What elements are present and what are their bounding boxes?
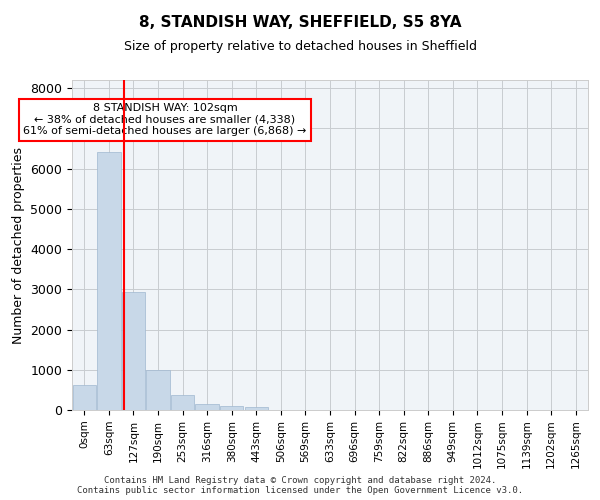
Text: 8 STANDISH WAY: 102sqm
← 38% of detached houses are smaller (4,338)
61% of semi-: 8 STANDISH WAY: 102sqm ← 38% of detached… xyxy=(23,103,307,136)
Bar xyxy=(146,370,170,410)
Bar xyxy=(73,385,96,410)
Text: Contains HM Land Registry data © Crown copyright and database right 2024.
Contai: Contains HM Land Registry data © Crown c… xyxy=(77,476,523,495)
Bar xyxy=(220,406,244,410)
Bar xyxy=(97,152,121,410)
X-axis label: Distribution of detached houses by size in Sheffield: Distribution of detached houses by size … xyxy=(169,480,491,492)
Text: 8, STANDISH WAY, SHEFFIELD, S5 8YA: 8, STANDISH WAY, SHEFFIELD, S5 8YA xyxy=(139,15,461,30)
Y-axis label: Number of detached properties: Number of detached properties xyxy=(12,146,25,344)
Bar xyxy=(196,404,219,410)
Bar xyxy=(245,407,268,410)
Bar xyxy=(122,292,145,410)
Bar xyxy=(171,394,194,410)
Text: Size of property relative to detached houses in Sheffield: Size of property relative to detached ho… xyxy=(124,40,476,53)
